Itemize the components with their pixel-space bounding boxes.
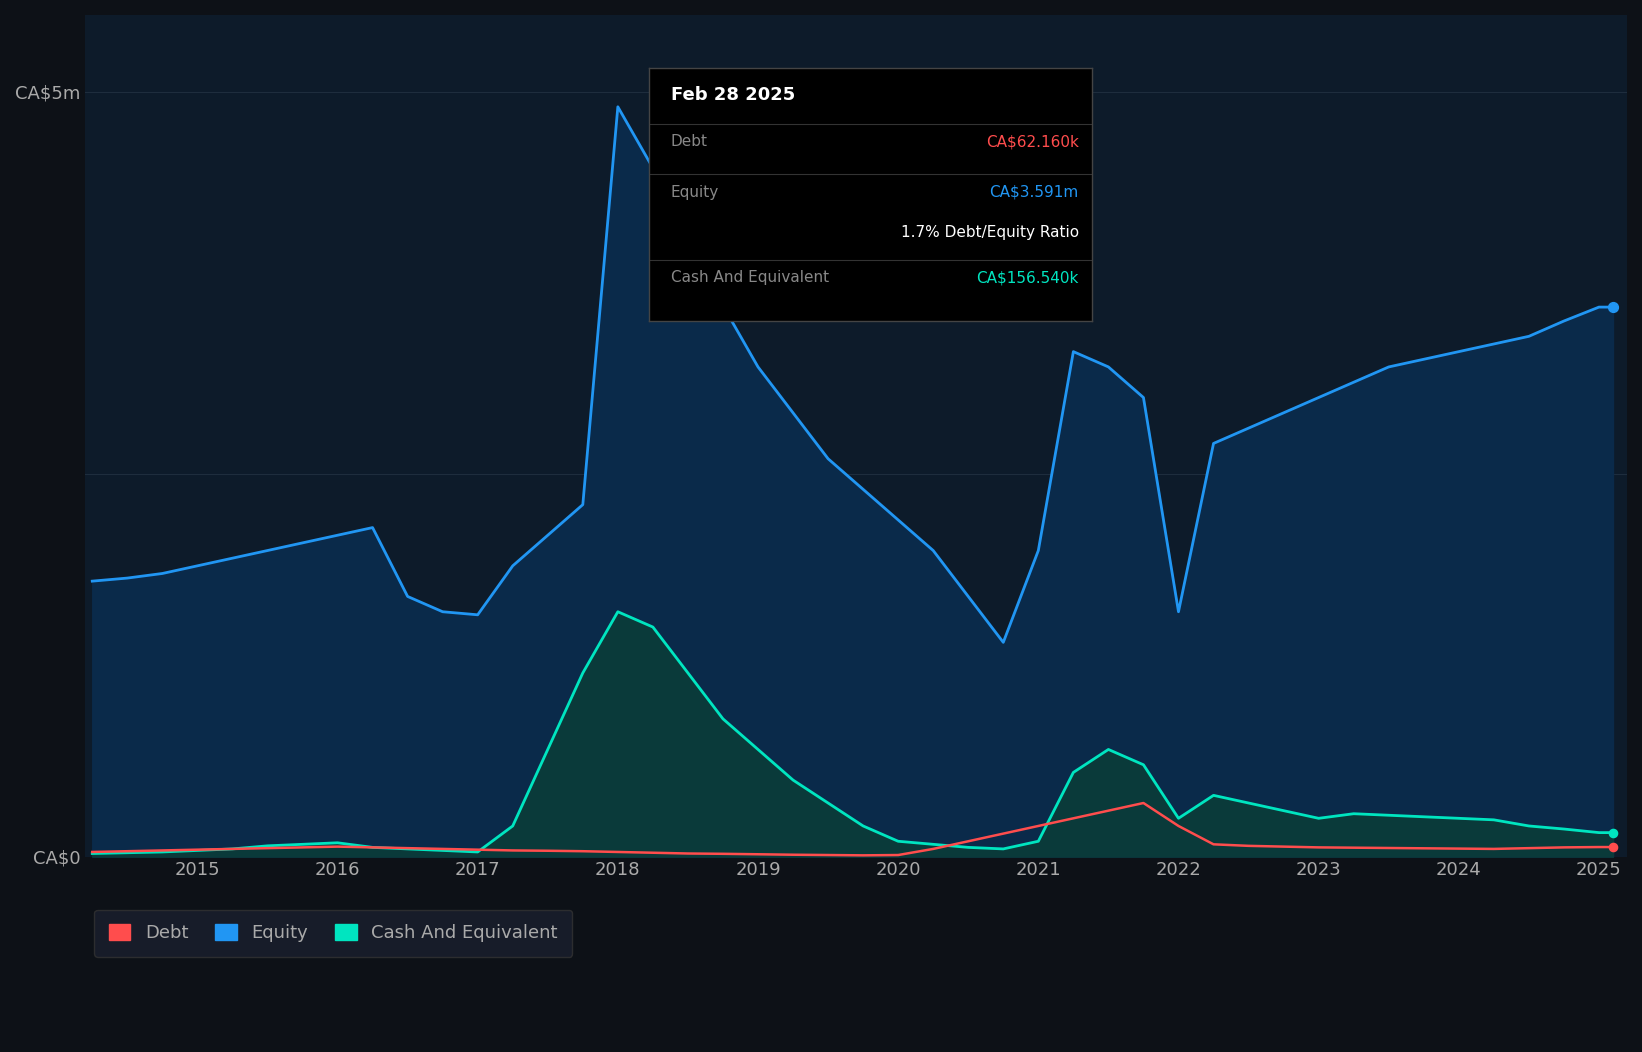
Point xyxy=(1599,299,1626,316)
Point xyxy=(1599,838,1626,855)
Text: Equity: Equity xyxy=(672,184,719,200)
Text: Debt: Debt xyxy=(672,134,708,149)
Legend: Debt, Equity, Cash And Equivalent: Debt, Equity, Cash And Equivalent xyxy=(94,910,573,957)
Point xyxy=(1599,824,1626,841)
Text: CA$62.160k: CA$62.160k xyxy=(985,134,1079,149)
Text: Cash And Equivalent: Cash And Equivalent xyxy=(672,270,829,285)
Text: CA$156.540k: CA$156.540k xyxy=(977,270,1079,285)
Text: 1.7% Debt/Equity Ratio: 1.7% Debt/Equity Ratio xyxy=(900,225,1079,240)
Text: Feb 28 2025: Feb 28 2025 xyxy=(672,86,795,104)
Text: CA$3.591m: CA$3.591m xyxy=(990,184,1079,200)
